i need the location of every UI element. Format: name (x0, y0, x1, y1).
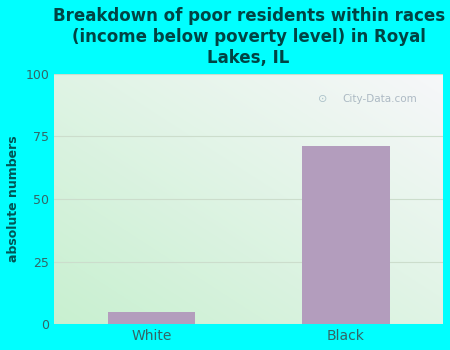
Bar (302, 146, 390, 324)
Title: Breakdown of poor residents within races
(income below poverty level) in Royal
L: Breakdown of poor residents within races… (53, 7, 445, 66)
Bar (108, 312, 195, 324)
Text: ⊙: ⊙ (318, 94, 327, 104)
Text: City-Data.com: City-Data.com (342, 94, 417, 104)
Y-axis label: absolute numbers: absolute numbers (7, 135, 20, 262)
